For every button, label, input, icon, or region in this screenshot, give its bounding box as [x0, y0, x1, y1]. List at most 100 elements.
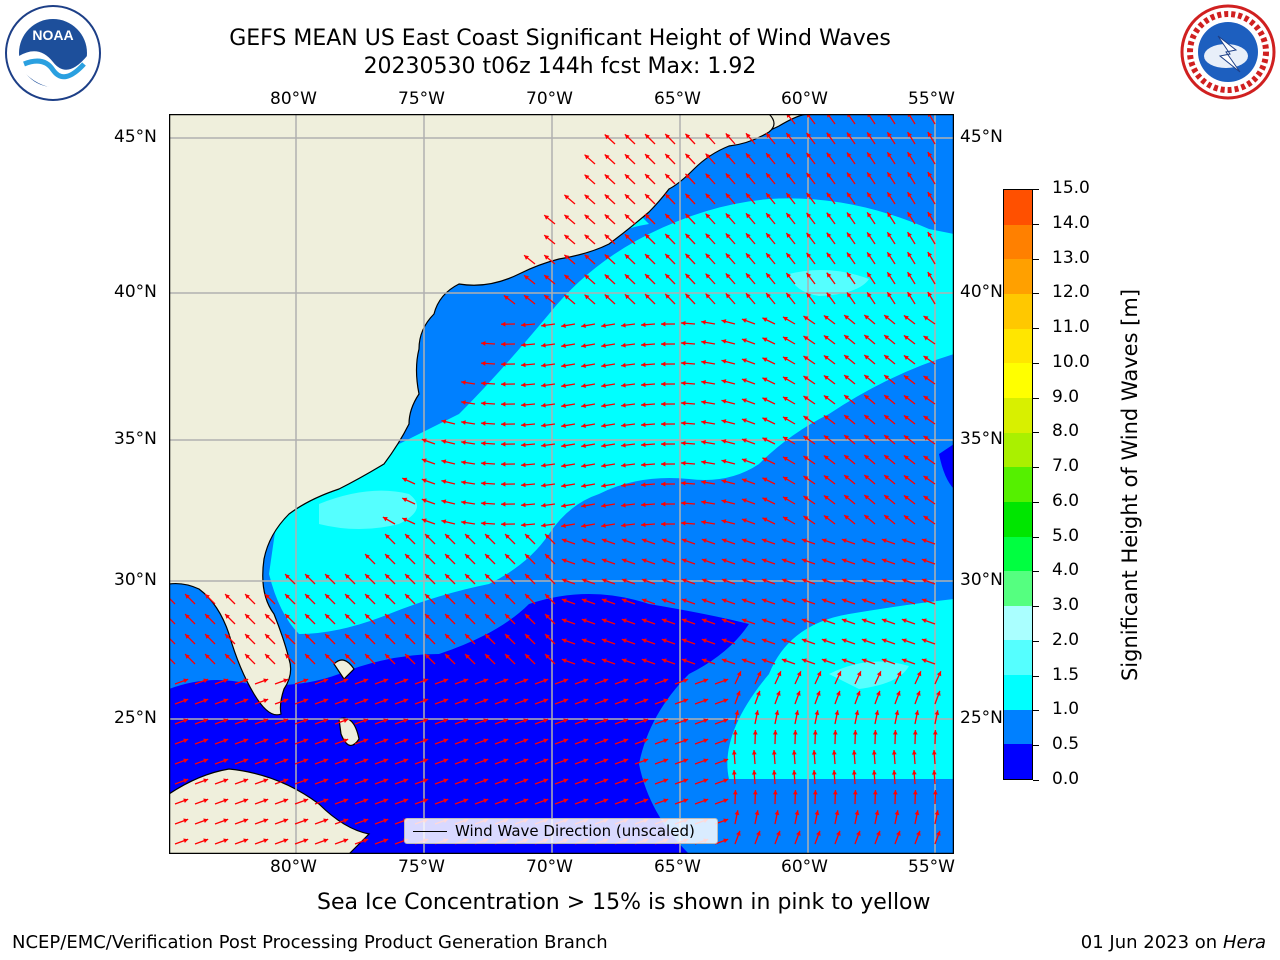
lon-tick-bottom-75w: 75°W — [398, 857, 445, 877]
wave-arrow-head — [683, 758, 689, 763]
wave-arrow-head — [923, 436, 929, 441]
wave-arrow-head — [421, 498, 427, 504]
wave-arrow-head — [441, 419, 447, 424]
wave-arrow-head — [681, 420, 686, 426]
wave-arrow-head — [934, 710, 940, 716]
wave-arrow-head — [903, 355, 909, 361]
wave-arrow-head — [363, 698, 369, 703]
colorbar-segment — [1004, 709, 1032, 745]
wave-arrow-head — [403, 678, 409, 683]
wave-arrow-head — [345, 594, 350, 599]
wave-arrow-head — [701, 340, 706, 345]
wave-arrow-head — [521, 362, 526, 368]
wave-arrow-head — [583, 678, 589, 683]
wave-arrow-head — [383, 818, 389, 823]
wave-arrow-head — [754, 810, 760, 816]
wave-arrow-head — [185, 594, 190, 599]
wave-arrow-head — [561, 463, 566, 468]
wave-arrow-head — [645, 194, 650, 199]
wave-arrow-head — [844, 495, 850, 500]
wave-arrow-head — [786, 292, 791, 298]
wave-arrow-head — [776, 671, 782, 677]
wave-arrow-head — [661, 481, 666, 487]
wave-arrow-head — [912, 790, 918, 795]
wave-arrow-head — [685, 153, 691, 159]
wave-arrow-head — [623, 698, 629, 703]
wave-arrow-head — [621, 558, 627, 563]
wave-arrow-head — [623, 678, 629, 683]
wave-arrow-head — [641, 422, 646, 428]
wave-arrow-head — [365, 614, 370, 619]
wave-arrow-head — [661, 598, 667, 603]
wave-arrow-head — [821, 658, 827, 663]
wave-arrow-head — [701, 500, 706, 505]
wave-arrow-head — [806, 232, 812, 238]
wave-arrow-head — [243, 818, 249, 823]
wave-arrow-head — [601, 483, 606, 488]
wave-arrow-head — [826, 292, 832, 298]
wave-arrow-head — [801, 598, 807, 603]
wave-arrow-head — [841, 618, 847, 623]
wave-arrow-head — [425, 614, 430, 619]
wave-arrow-head — [705, 153, 711, 159]
wave-arrow-head — [881, 578, 887, 583]
wave-arrow-head — [345, 634, 350, 639]
wave-arrow-head — [343, 818, 349, 823]
wave-arrow-head — [303, 698, 309, 703]
wave-arrow-head — [806, 292, 812, 298]
wave-arrow-head — [501, 461, 506, 467]
wave-arrow-head — [343, 678, 349, 683]
wave-arrow-head — [927, 251, 933, 257]
wave-arrow-head — [581, 503, 586, 509]
wave-arrow-head — [806, 172, 812, 178]
wave-arrow-head — [812, 790, 818, 795]
wave-arrow-head — [736, 690, 741, 696]
wave-arrow-head — [801, 618, 807, 623]
wave-arrow-head — [721, 519, 727, 524]
wave-arrow-head — [225, 654, 230, 659]
wave-arrow-head — [543, 698, 549, 703]
wave-arrow-head — [685, 213, 691, 219]
wave-arrow-head — [803, 496, 809, 501]
colorbar-tick-label: 11.0 — [1052, 317, 1090, 338]
wave-arrow-head — [887, 292, 892, 298]
wave-arrow-head — [581, 598, 587, 603]
wave-arrow-head — [761, 578, 767, 583]
wave-arrow-head — [485, 554, 490, 559]
wave-arrow-head — [901, 578, 907, 583]
wave-arrow-head — [383, 718, 389, 723]
wave-arrow-head — [927, 211, 933, 217]
wave-arrow-head — [741, 598, 747, 603]
wave-arrow-head — [623, 778, 629, 783]
wave-arrow-head — [844, 455, 850, 460]
wave-arrow-head — [505, 614, 510, 619]
wave-arrow-head — [927, 271, 933, 277]
wave-arrow-head — [383, 798, 389, 803]
wave-arrow-head — [283, 718, 289, 723]
wave-arrow-head — [323, 798, 329, 803]
wave-arrow-head — [481, 401, 486, 406]
wave-arrow-head — [461, 400, 466, 405]
wave-arrow-head — [774, 810, 780, 816]
noaa-logo: NOAA — [4, 4, 102, 102]
colorbar-tick-label: 1.0 — [1052, 699, 1080, 720]
wave-arrow-head — [932, 730, 938, 735]
wave-arrow-head — [766, 233, 771, 239]
wave-arrow-head — [563, 798, 569, 803]
wave-arrow-head — [681, 460, 686, 466]
wave-arrow-head — [867, 212, 872, 218]
wave-arrow-head — [703, 798, 709, 803]
wave-arrow-head — [781, 558, 787, 563]
wave-arrow-head — [741, 638, 747, 643]
wave-arrow-head — [916, 830, 921, 836]
wave-arrow-head — [445, 614, 450, 619]
wave-arrow-head — [641, 482, 646, 488]
wave-arrow-head — [705, 253, 711, 259]
wave-arrow-head — [927, 291, 933, 297]
lon-tick-top-60w: 60°W — [781, 89, 828, 109]
wave-arrow-head — [701, 400, 706, 405]
wave-arrow-head — [683, 678, 689, 683]
wave-arrow-head — [661, 321, 666, 327]
wave-arrow-head — [701, 538, 707, 543]
wave-arrow-head — [903, 435, 909, 441]
